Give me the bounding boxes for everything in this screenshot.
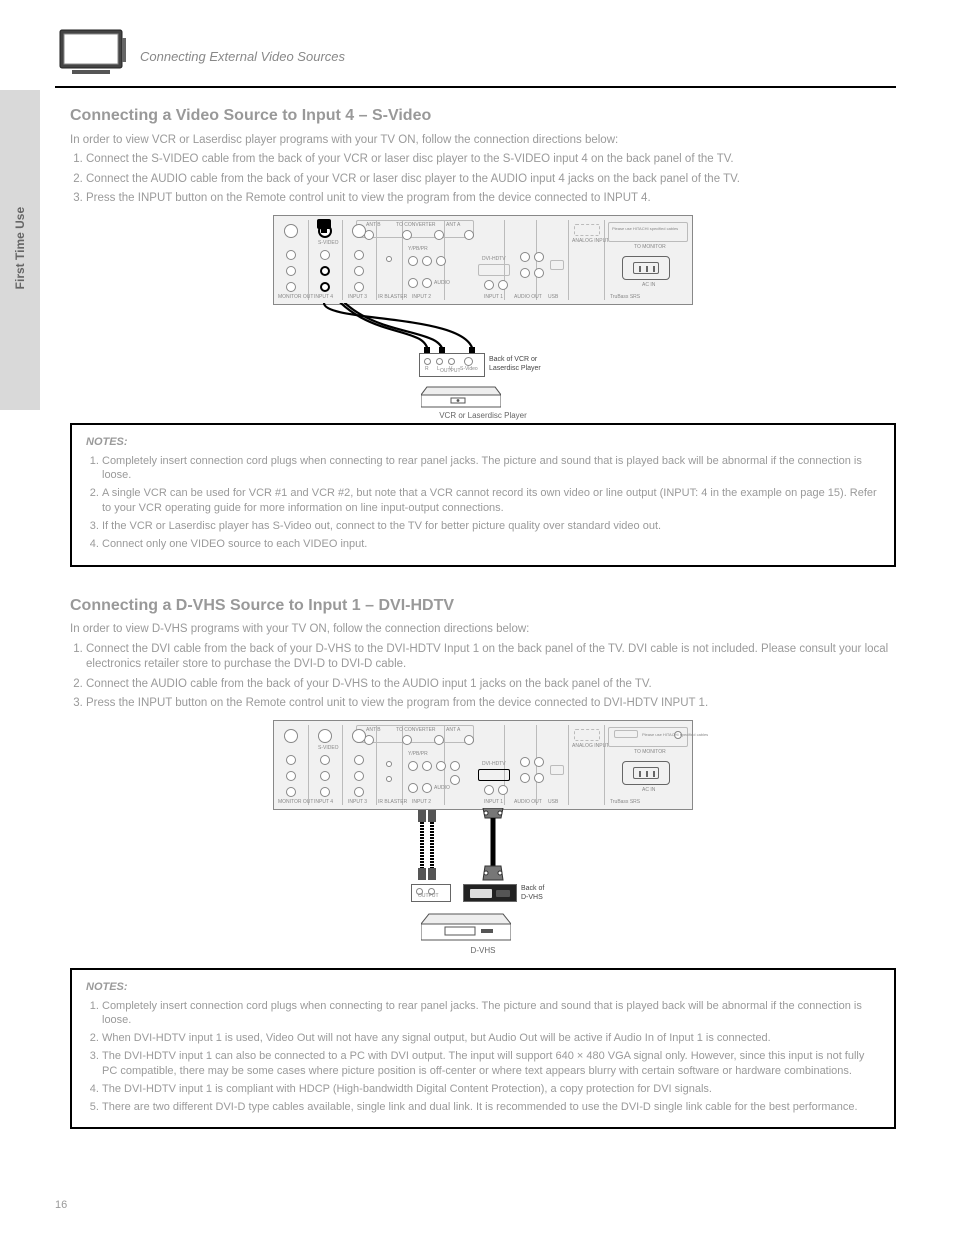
list-item: A single VCR can be used for VCR #1 and … — [102, 486, 880, 516]
diagram-a-caption: VCR or Laserdisc Player — [273, 411, 693, 422]
list-item: Connect only one VIDEO source to each VI… — [102, 537, 880, 552]
list-item: Connect the S-VIDEO cable from the back … — [86, 152, 896, 168]
notes-list-b: Completely insert connection cord plugs … — [86, 999, 880, 1115]
vcr-back-label-2: Laserdisc Player — [489, 364, 541, 373]
page-title: Connecting External Video Sources — [140, 48, 345, 66]
list-item: Press the INPUT button on the Remote con… — [86, 696, 896, 712]
notes-label: NOTES: — [86, 435, 880, 450]
list-item: There are two different DVI-D type cable… — [102, 1100, 880, 1115]
page-number: 16 — [55, 1198, 67, 1213]
list-item: Connect the DVI cable from the back of y… — [86, 642, 896, 673]
tv-back-panel: ANT B TO CONVERTER ANT A MONITOR OUT INP… — [273, 215, 693, 305]
section-b-heading: Connecting a D-VHS Source to Input 1 – D… — [70, 595, 896, 617]
list-item: Completely insert connection cord plugs … — [102, 999, 880, 1029]
notes-box-b: NOTES: Completely insert connection cord… — [70, 968, 896, 1130]
list-item: When DVI-HDTV input 1 is used, Video Out… — [102, 1031, 880, 1046]
dvhs-back-audio: OUTPUT — [411, 884, 451, 902]
list-item: Connect the AUDIO cable from the back of… — [86, 677, 896, 693]
diagram-b: ANT B TO CONVERTER ANT A MONITOR OUT INP… — [273, 720, 693, 960]
list-item: Completely insert connection cord plugs … — [102, 454, 880, 484]
list-item: Press the INPUT button on the Remote con… — [86, 191, 896, 207]
section-a-intro: In order to view VCR or Laserdisc player… — [70, 133, 896, 149]
dvhs-back-label-2: D-VHS — [521, 893, 543, 902]
notes-box-a: NOTES: Completely insert connection cord… — [70, 423, 896, 567]
list-item: Connect the AUDIO cable from the back of… — [86, 172, 896, 188]
dvhs-device — [421, 910, 511, 944]
sidebar-label: First Time Use — [12, 168, 28, 328]
section-b-steps: Connect the DVI cable from the back of y… — [70, 642, 896, 712]
notes-list-a: Completely insert connection cord plugs … — [86, 454, 880, 552]
notes-label: NOTES: — [86, 980, 880, 995]
list-item: The DVI-HDTV input 1 can also be connect… — [102, 1049, 880, 1079]
list-item: The DVI-HDTV input 1 is compliant with H… — [102, 1082, 880, 1097]
tv-icon — [58, 28, 128, 78]
header-divider — [55, 86, 896, 88]
section-a-steps: Connect the S-VIDEO cable from the back … — [70, 152, 896, 207]
diagram-a: ANT B TO CONVERTER ANT A MONITOR OUT INP… — [273, 215, 693, 415]
section-a-heading: Connecting a Video Source to Input 4 – S… — [70, 105, 896, 127]
list-item: If the VCR or Laserdisc player has S-Vid… — [102, 519, 880, 534]
sidebar-tab: First Time Use — [0, 90, 40, 410]
section-b-intro: In order to view D-VHS programs with you… — [70, 622, 896, 638]
vcr-device — [421, 383, 501, 409]
dvhs-back-dvi — [463, 884, 517, 902]
vcr-back-box: R L V S-Video OUTPUT — [419, 353, 485, 377]
main-content: Connecting a Video Source to Input 4 – S… — [70, 105, 896, 1129]
diagram-b-caption: D-VHS — [273, 946, 693, 957]
tv-back-panel-b: ANT B TO CONVERTER ANT A MONITOR OUT INP… — [273, 720, 693, 810]
